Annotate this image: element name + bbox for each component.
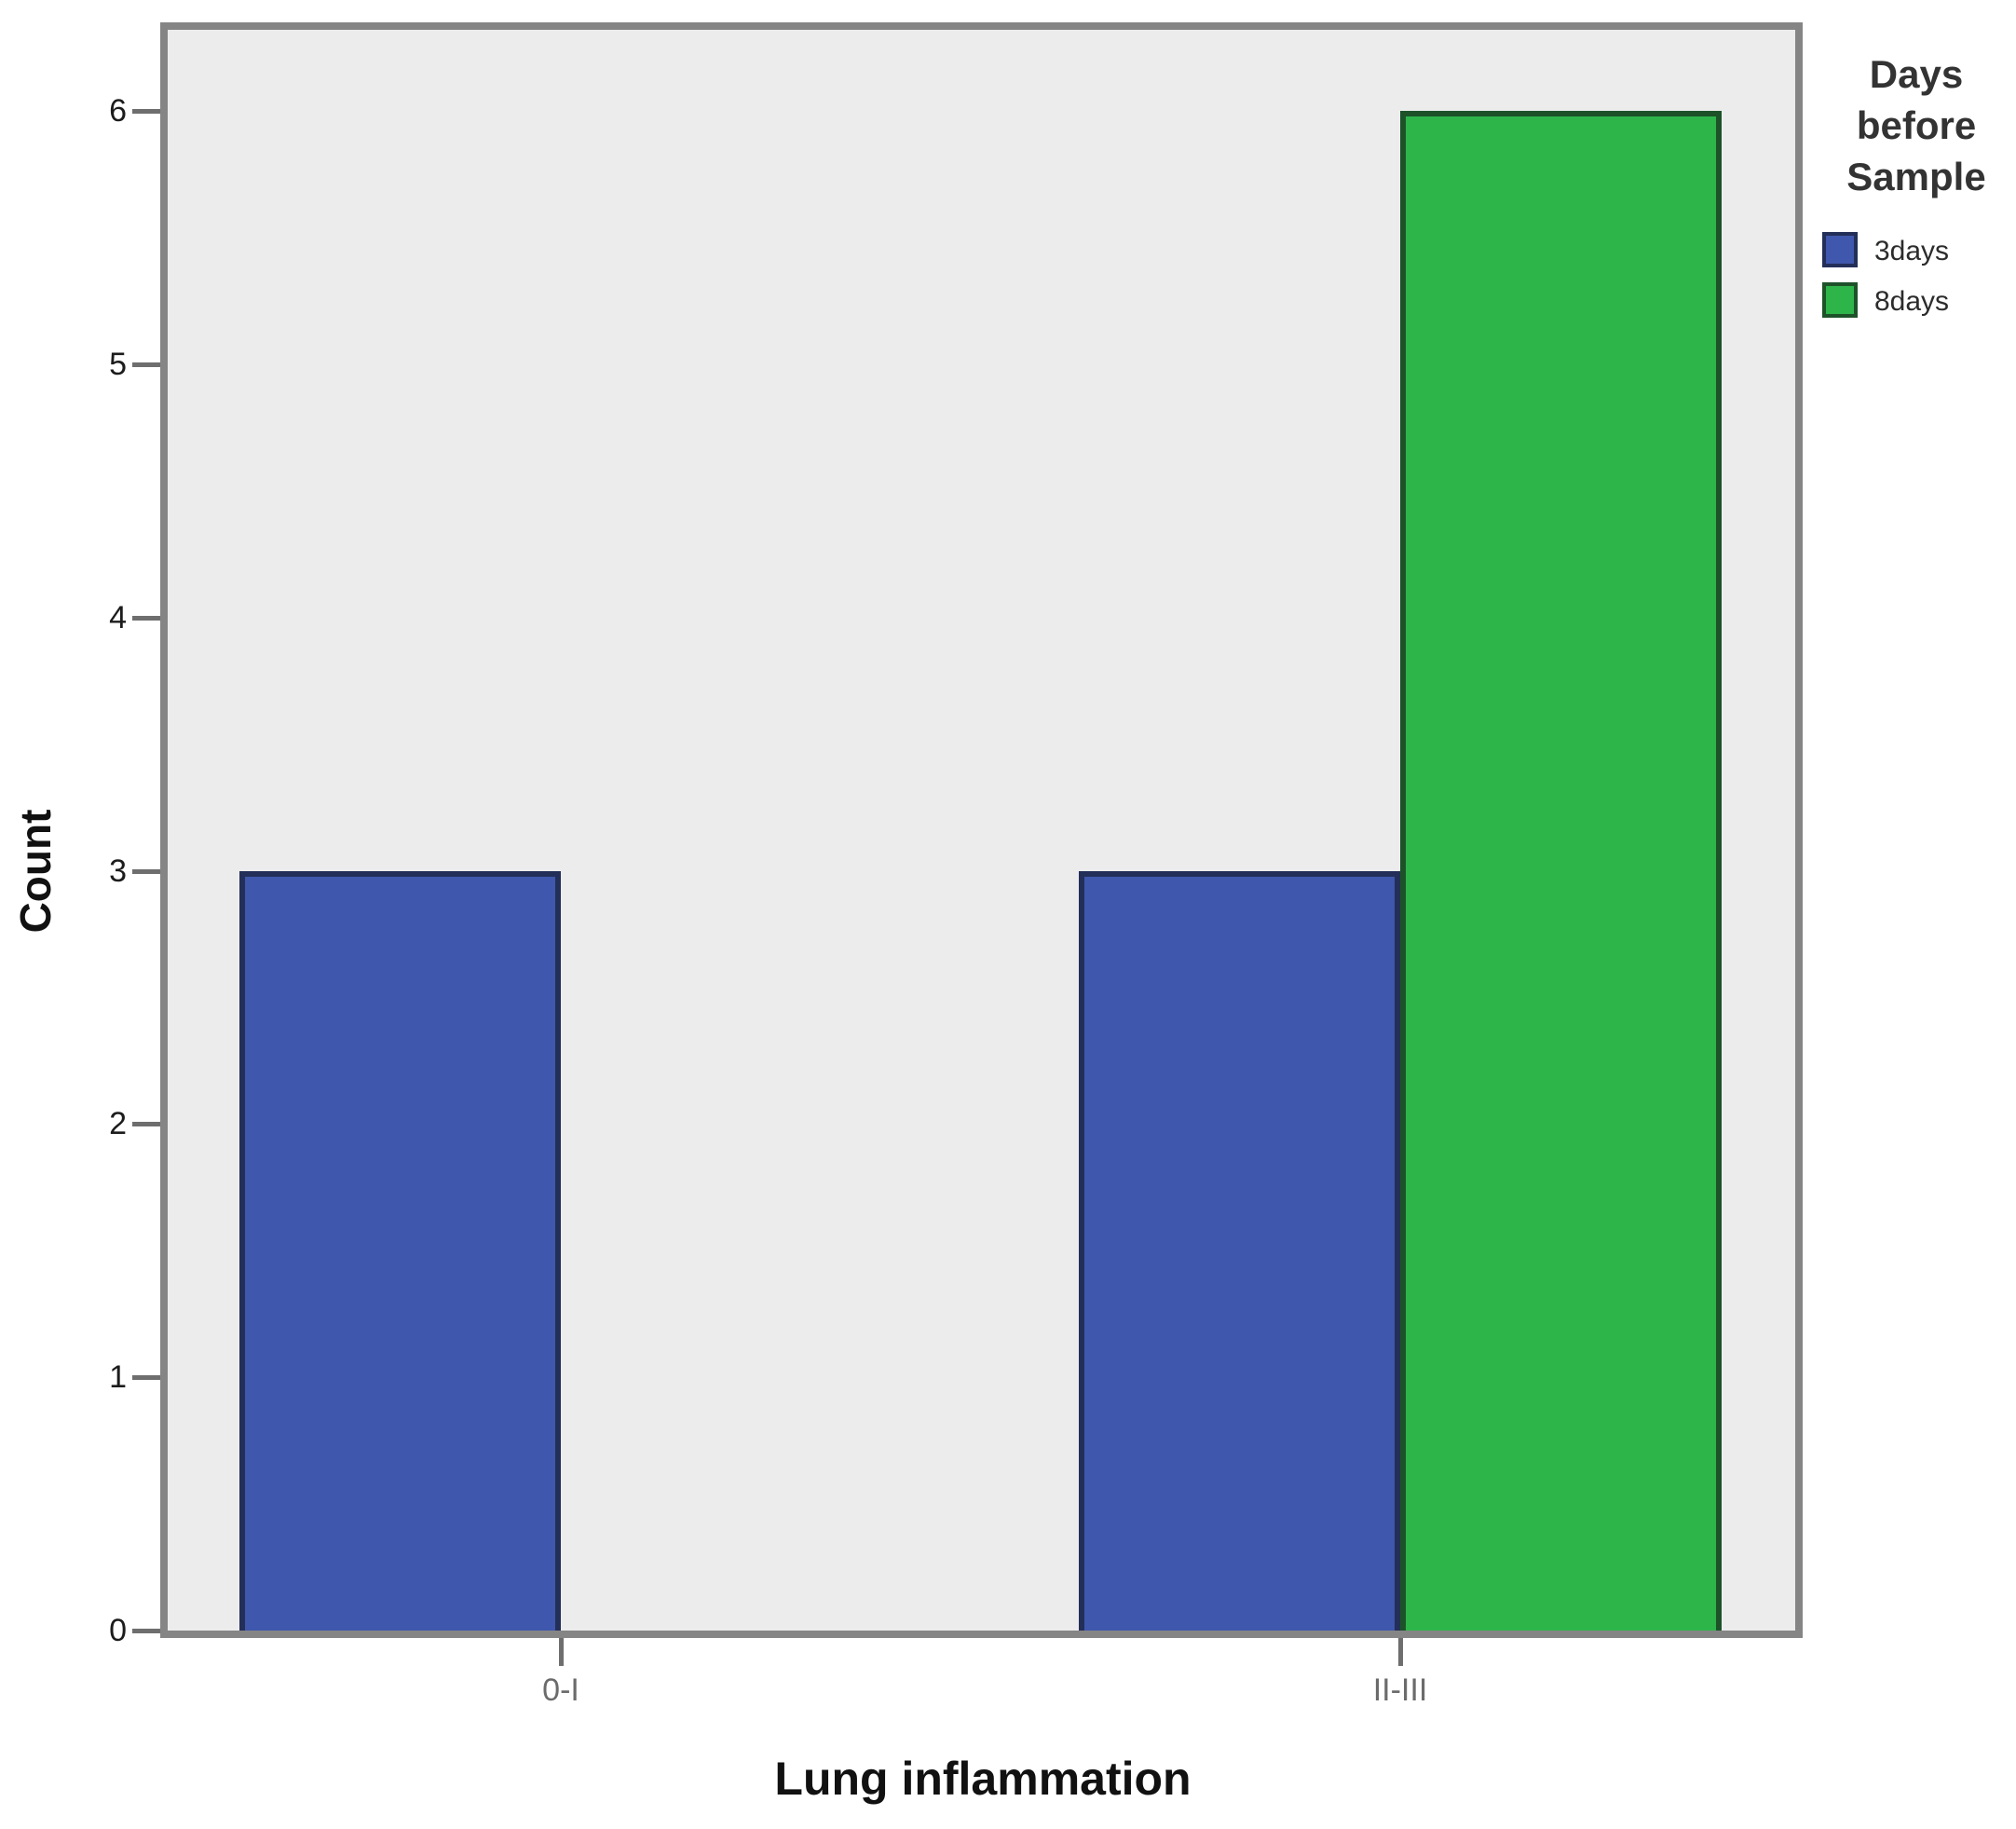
legend-swatch-icon [1822, 282, 1858, 318]
y-axis-title: Count [11, 809, 60, 934]
legend-title: Days before Sample [1817, 48, 2016, 202]
y-axis-tick-label: 2 [109, 1106, 127, 1141]
y-axis-tick-label: 6 [109, 93, 127, 129]
y-axis-tick-label: 0 [109, 1613, 127, 1648]
legend-entry-8days: 8days [1822, 279, 2016, 329]
x-axis-tick-label: II-III [1372, 1672, 1428, 1708]
legend: Days before Sample 3days 8days [1817, 48, 2016, 329]
legend-title-line: Days [1869, 52, 1964, 96]
bar-3days-0-I [239, 871, 561, 1631]
y-axis-tick-label: 5 [109, 347, 127, 382]
bar-8days-II-III [1400, 111, 1722, 1631]
legend-entry-label: 3days [1874, 236, 1950, 266]
legend-title-line: before [1856, 103, 1977, 147]
legend-entry-label: 8days [1874, 286, 1950, 317]
x-axis-title: Lung inflammation [774, 1753, 1192, 1805]
y-axis-tick [132, 1629, 160, 1633]
y-axis-tick-label: 4 [109, 600, 127, 635]
x-axis-tick-label: 0-I [542, 1672, 579, 1708]
y-axis-tick [132, 1122, 160, 1126]
y-axis-tick-label: 1 [109, 1359, 127, 1395]
y-axis-tick-label: 3 [109, 853, 127, 889]
x-axis-tick [559, 1638, 564, 1666]
y-axis-tick [132, 869, 160, 874]
legend-entries: 3days 8days [1817, 228, 2016, 329]
legend-title-line: Sample [1846, 155, 1986, 198]
y-axis-tick [132, 109, 160, 114]
bar-3days-II-III [1079, 871, 1400, 1631]
y-axis-tick [132, 1375, 160, 1380]
legend-swatch-icon [1822, 232, 1858, 267]
x-axis-tick [1398, 1638, 1403, 1666]
y-axis-tick [132, 616, 160, 621]
y-axis-tick [132, 362, 160, 367]
legend-entry-3days: 3days [1822, 228, 2016, 279]
